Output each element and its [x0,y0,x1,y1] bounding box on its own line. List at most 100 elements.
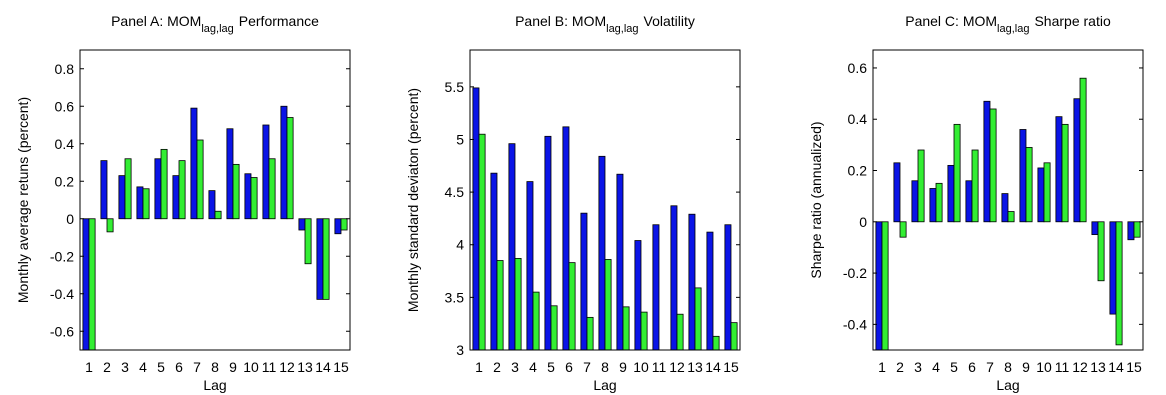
y-tick-label: 3 [456,342,464,358]
bar [640,311,648,350]
bar [1001,193,1009,223]
y-tick-label: 0.6 [55,98,75,114]
bar [280,105,288,220]
x-tick-label: 1 [475,359,483,375]
y-tick-label: 5 [456,131,464,147]
y-tick-label: 3.5 [445,289,465,305]
title-text: Volatility [644,13,695,29]
bar [1127,221,1135,241]
bar [472,87,480,350]
title-subscript: lag,lag [997,23,1029,35]
bar [881,221,889,350]
bar [526,181,534,350]
x-tick-label: 8 [211,359,219,375]
bar [652,224,660,350]
bar [724,224,732,350]
y-tick-label: -0.4 [843,316,867,332]
bar [953,123,961,223]
bar [124,158,132,220]
y-axis-label: Monthly standard deviaton (percent) [405,88,421,312]
bar [250,177,258,220]
x-tick-label: 11 [262,359,277,375]
bar [1007,211,1015,223]
bar [947,164,955,223]
x-tick-label: 14 [315,359,331,375]
x-tick-label: 5 [950,359,958,375]
bar [190,107,198,220]
chart-title: Panel C: MOMlag,lag Sharpe ratio [905,13,1111,35]
y-tick-label: -0.4 [50,286,74,302]
x-tick-label: 1 [85,359,93,375]
chart-title: Panel A: MOMlag,lag Performance [111,13,319,35]
bar [622,306,630,350]
x-tick-label: 3 [914,359,922,375]
x-tick-label: 5 [157,359,165,375]
bar [244,173,252,220]
y-tick-label: 0.2 [848,163,868,179]
y-tick-label: 0 [66,211,74,227]
x-tick-label: 12 [279,359,295,375]
bar [298,218,306,231]
x-tick-label: 8 [1004,359,1012,375]
x-tick-label: 11 [1055,359,1070,375]
bar [899,221,907,238]
x-tick-label: 13 [297,359,313,375]
bar [286,117,294,220]
x-tick-label: 6 [175,359,183,375]
bar [100,160,108,220]
plot-frame [872,49,1144,351]
x-tick-label: 12 [669,359,685,375]
title-text: Panel A: MOM [111,13,201,29]
bar [1115,221,1123,346]
bar [730,322,738,350]
bar [496,260,504,350]
bar [580,212,588,350]
x-tick-label: 10 [633,359,649,375]
bar [478,133,486,350]
y-tick-label: 0.6 [848,60,868,76]
bar [82,218,90,350]
title-subscript: lag,lag [201,23,233,35]
x-tick-label: 11 [652,359,667,375]
bar [208,190,216,220]
panel: Panel C: MOMlag,lag Sharpe ratio Lag Sharpe… [808,13,1144,393]
bar [316,218,324,300]
bar [106,218,114,233]
x-tick-label: 7 [986,359,994,375]
x-tick-label: 2 [896,359,904,375]
bar [598,155,606,350]
panel: Panel A: MOMlag,lag Performance Lag Monthly… [15,13,351,393]
bar [676,313,684,350]
bar [1097,221,1105,282]
title-subscript: lag,lag [606,23,638,35]
x-tick-label: 9 [619,359,627,375]
x-tick-label: 2 [103,359,111,375]
bar [514,258,522,350]
bar [1025,147,1033,223]
y-tick-label: 4.5 [445,184,465,200]
x-tick-label: 5 [547,359,555,375]
bar [1055,116,1063,223]
bar [508,143,516,350]
bar [875,221,883,350]
x-tick-label: 13 [687,359,703,375]
y-tick-label: 0.2 [55,173,75,189]
x-tick-label: 14 [1108,359,1124,375]
bar [604,259,612,350]
bar [562,126,570,350]
bar [706,231,714,350]
bar [550,305,558,350]
x-tick-label: 7 [583,359,591,375]
x-tick-label: 14 [705,359,721,375]
x-tick-label: 13 [1090,359,1106,375]
y-axis-label: Sharpe ratio (annualized) [808,121,824,278]
bar [490,172,498,350]
bar [688,213,696,350]
x-tick-label: 12 [1072,359,1088,375]
y-tick-label: -0.6 [50,323,74,339]
bar [136,186,144,220]
plot-frame [469,49,741,351]
y-tick-label: 0.4 [848,111,868,127]
x-tick-label: 6 [968,359,976,375]
